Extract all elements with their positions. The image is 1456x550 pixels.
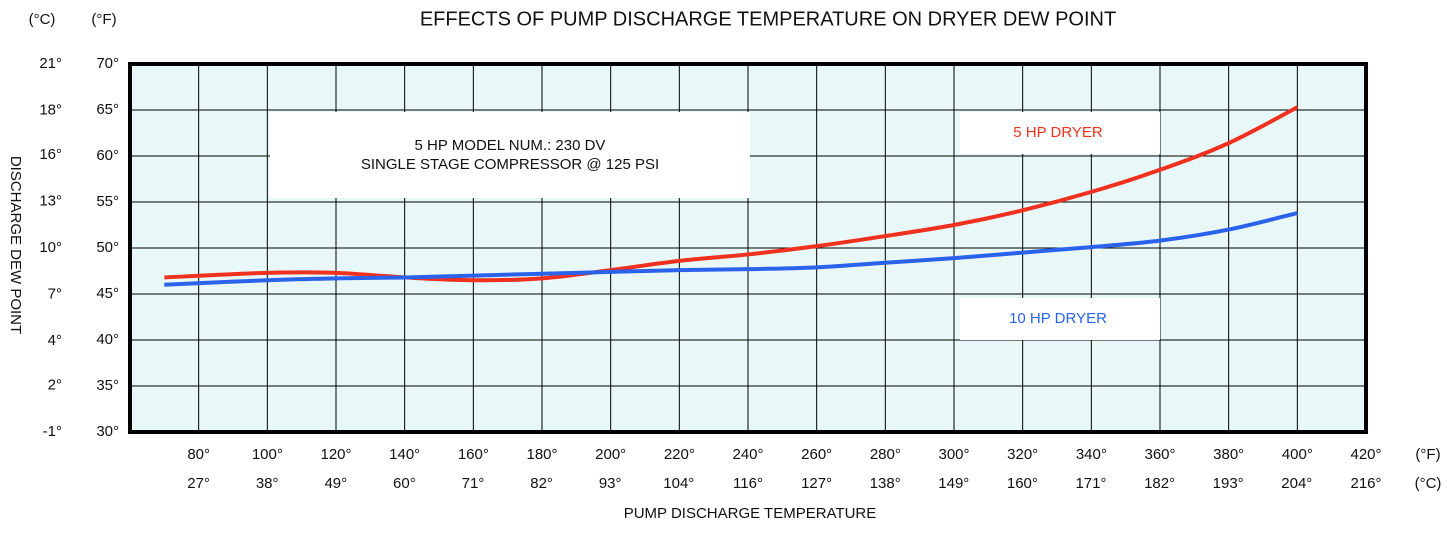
annotation-text: 5 HP MODEL NUM.: 230 DV (415, 137, 606, 154)
x-tick-label: 340° (1076, 446, 1107, 463)
y-tick-label: 60° (96, 147, 119, 164)
x-tick-label: 100° (252, 446, 283, 463)
x2-tick-label: 116° (733, 475, 763, 492)
x2-tick-label: 104° (663, 475, 694, 492)
y2-tick-label: 4° (48, 332, 62, 349)
x2-tick-label: 149° (938, 475, 969, 492)
x2-tick-label: 138° (870, 475, 901, 492)
x-tick-label: 320° (1007, 446, 1038, 463)
y-tick-label: 55° (96, 193, 119, 210)
y2-unit: (°C) (29, 11, 56, 28)
x2-tick-label: 182° (1144, 475, 1175, 492)
x-tick-label: 420° (1350, 446, 1381, 463)
y2-tick-label: 2° (48, 377, 62, 394)
x2-tick-label: 49° (324, 475, 347, 492)
x2-tick-label: 160° (1007, 475, 1038, 492)
y-tick-label: 40° (96, 331, 119, 348)
series-line (164, 105, 1299, 283)
legend-label: 10 HP DRYER (1009, 310, 1107, 327)
annotation-box (270, 112, 750, 198)
x2-tick-label: 38° (256, 475, 279, 492)
y2-tick-label: 7° (48, 285, 62, 302)
y2-tick-label: 10° (39, 239, 62, 256)
legend-label: 5 HP DRYER (1013, 124, 1103, 141)
y-tick-label: 45° (96, 285, 119, 302)
x-tick-label: 200° (595, 446, 626, 463)
x2-tick-label: 60° (393, 475, 416, 492)
legend-box (960, 298, 1160, 340)
series-line (164, 211, 1298, 287)
y-axis-label: DISCHARGE DEW POINT (7, 156, 24, 334)
y-tick-label: 70° (96, 55, 119, 72)
x2-tick-label: 27° (187, 475, 210, 492)
y2-tick-label: 21° (39, 55, 62, 72)
x-tick-label: 360° (1144, 446, 1175, 463)
x-tick-label: 120° (320, 446, 351, 463)
y2-tick-label: 13° (39, 193, 62, 210)
annotation-text: SINGLE STAGE COMPRESSOR @ 125 PSI (361, 156, 659, 173)
legend-box (960, 112, 1160, 154)
x2-tick-label: 193° (1213, 475, 1244, 492)
y-tick-label: 65° (96, 101, 119, 118)
x-tick-label: 400° (1282, 446, 1313, 463)
x-tick-label: 240° (732, 446, 763, 463)
y-tick-label: 50° (96, 239, 119, 256)
x2-tick-label: 127° (801, 475, 832, 492)
x2-tick-label: 71° (462, 475, 485, 492)
x-tick-label: 280° (870, 446, 901, 463)
chart-title: EFFECTS OF PUMP DISCHARGE TEMPERATURE ON… (420, 8, 1116, 30)
x-tick-label: 380° (1213, 446, 1244, 463)
x-tick-label: 160° (458, 446, 489, 463)
x-unit: (°F) (1415, 446, 1440, 463)
y-tick-label: 30° (96, 423, 119, 440)
x2-tick-label: 171° (1075, 475, 1106, 492)
plot-border (128, 62, 1368, 434)
y-tick-label: 35° (96, 377, 119, 394)
x-tick-label: 180° (526, 446, 557, 463)
x-tick-label: 140° (389, 446, 420, 463)
x-tick-label: 220° (664, 446, 695, 463)
y2-tick-label: 18° (39, 101, 62, 118)
y-unit: (°F) (91, 11, 116, 28)
x-tick-label: 300° (938, 446, 969, 463)
x2-tick-label: 216° (1350, 475, 1381, 492)
y2-tick-label: -1° (43, 423, 62, 440)
x2-tick-label: 82° (530, 475, 553, 492)
x2-tick-label: 93° (599, 475, 622, 492)
x-tick-label: 260° (801, 446, 832, 463)
x-axis-label: PUMP DISCHARGE TEMPERATURE (624, 505, 877, 522)
y2-tick-label: 16° (39, 146, 62, 163)
x2-unit: (°C) (1415, 475, 1442, 492)
x2-tick-label: 204° (1281, 475, 1312, 492)
x-tick-label: 80° (187, 446, 210, 463)
